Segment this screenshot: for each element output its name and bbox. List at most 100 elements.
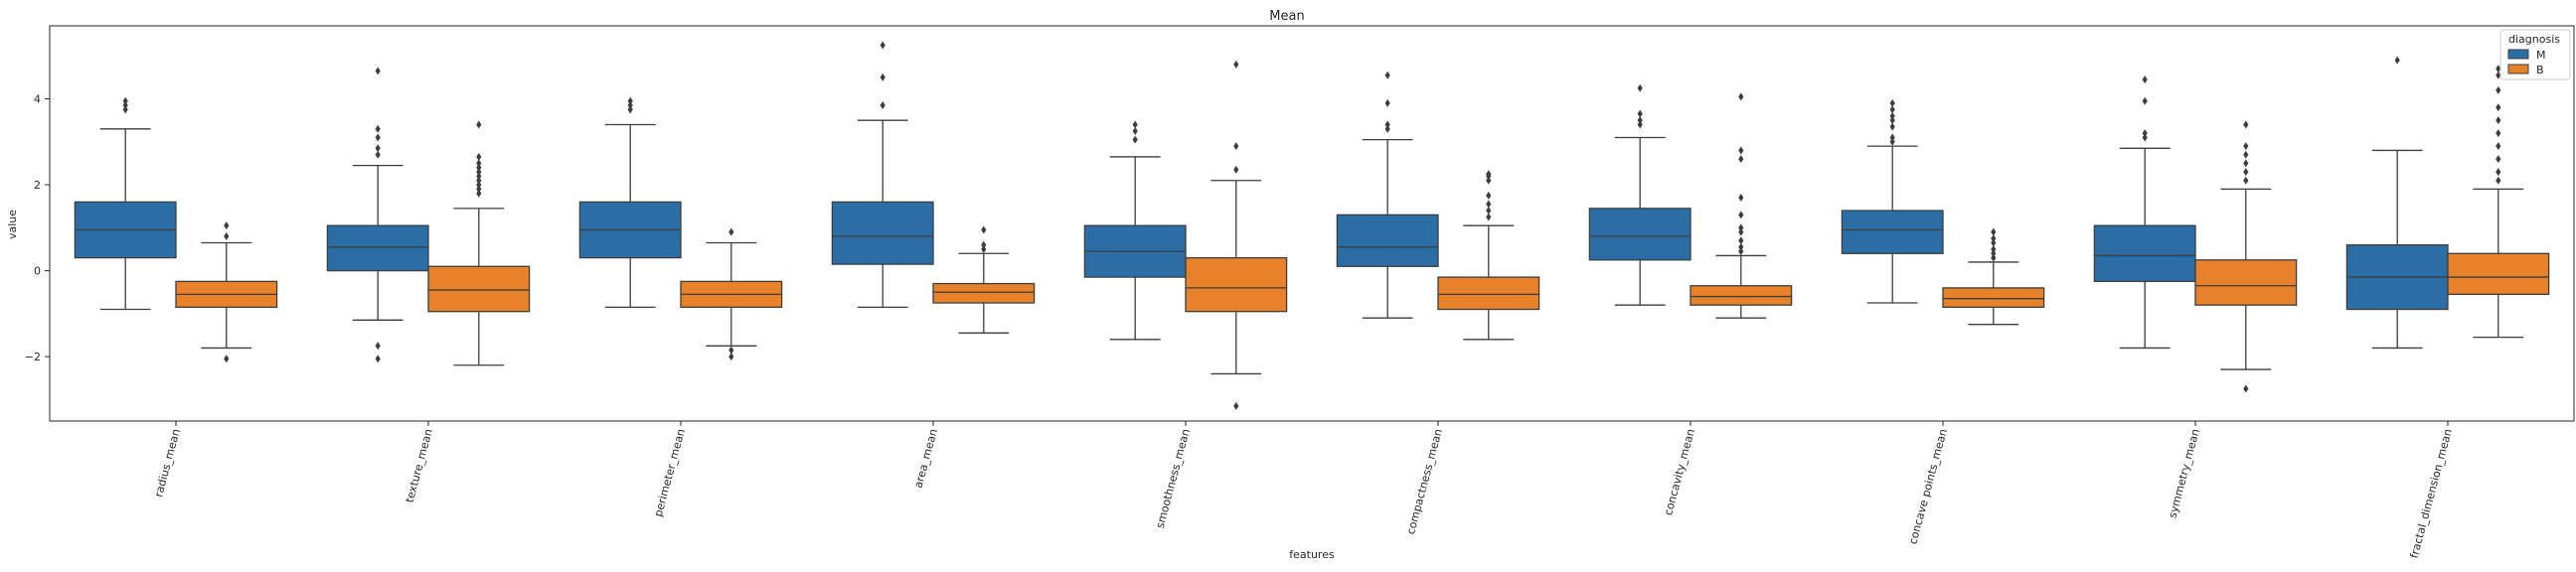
legend-title: diagnosis [2508, 33, 2560, 46]
y-tick-label: 0 [34, 265, 41, 278]
outlier-point [627, 96, 633, 105]
axes-frame [49, 25, 2575, 422]
y-tick-label: 2 [34, 179, 41, 192]
outlier-point [2496, 116, 2501, 125]
outlier-point [880, 101, 886, 110]
outlier-point [476, 120, 482, 129]
outlier-point [1233, 401, 1239, 410]
box-M-area_mean [831, 41, 934, 309]
outlier-point [981, 240, 987, 249]
outlier-point [476, 176, 482, 185]
outlier-point [224, 355, 230, 363]
outlier-point [1889, 111, 1895, 120]
outlier-point [1991, 249, 1997, 258]
x-axis-label: features [1289, 548, 1335, 561]
outlier-point [476, 172, 482, 181]
legend-label-M: M [2536, 49, 2546, 62]
plot-area [74, 41, 2550, 410]
box-body [932, 282, 1036, 304]
outlier-point [2243, 142, 2249, 151]
outlier-point [2142, 133, 2148, 142]
outlier-point [1738, 227, 1744, 236]
outlier-point [728, 353, 734, 361]
box-B-area_mean [932, 225, 1036, 334]
box-body [1841, 210, 1944, 254]
outlier-point [1384, 120, 1390, 129]
box-B-texture_mean [427, 120, 531, 366]
box-body [326, 224, 429, 272]
outlier-point [1384, 71, 1390, 79]
outlier-point [1889, 133, 1895, 142]
box-B-compactness_mean [1437, 170, 1540, 341]
box-M-compactness_mean [1336, 71, 1439, 319]
outlier-point [1738, 146, 1744, 155]
legend-label-B: B [2536, 64, 2544, 76]
box-body [2093, 224, 2196, 283]
outlier-point [1233, 165, 1239, 174]
outlier-point [1132, 126, 1138, 135]
y-axis: −2 0 2 4 [25, 93, 50, 363]
outlier-point [1384, 98, 1390, 107]
box-body [1942, 287, 2045, 309]
box-body [427, 265, 531, 313]
outlier-point [2496, 176, 2501, 185]
outlier-point [880, 72, 886, 81]
outlier-point [1738, 247, 1744, 256]
box-B-concave-points_mean [1942, 227, 2045, 326]
outlier-point [2394, 56, 2400, 65]
outlier-point [1889, 105, 1895, 114]
outlier-point [2243, 176, 2249, 185]
legend-swatch-M [2507, 49, 2529, 60]
outlier-point [1637, 109, 1643, 118]
chart-title: Mean [1269, 9, 1304, 24]
outlier-point [728, 227, 734, 236]
outlier-point [476, 152, 482, 161]
outlier-point [981, 225, 987, 234]
box-M-fractal_dimension_mean [2345, 56, 2449, 350]
box-body [1336, 214, 1439, 267]
outlier-point [224, 231, 230, 240]
outlier-point [1486, 191, 1492, 200]
outlier-point [476, 163, 482, 172]
outlier-point [1738, 92, 1744, 101]
outlier-point [627, 105, 633, 114]
outlier-point [880, 41, 886, 50]
outlier-point [375, 150, 381, 159]
outlier-point [728, 346, 734, 355]
box-B-smoothness_mean [1185, 60, 1288, 410]
outlier-point [1738, 242, 1744, 251]
outlier-point [2496, 65, 2501, 73]
outlier-point [1738, 155, 1744, 164]
outlier-point [1991, 253, 1997, 262]
outlier-point [2496, 155, 2501, 164]
box-M-symmetry_mean [2093, 75, 2196, 350]
outlier-point [1486, 200, 1492, 209]
outlier-point [2142, 129, 2148, 138]
box-body [1185, 256, 1288, 313]
outlier-point [375, 342, 381, 351]
box-body [831, 201, 934, 265]
outlier-point [1889, 116, 1895, 125]
outlier-point [1233, 60, 1239, 69]
box-B-radius_mean [175, 221, 278, 363]
box-B-fractal_dimension_mean [2447, 65, 2550, 339]
y-tick-label: −2 [25, 351, 41, 363]
outlier-point [2243, 150, 2249, 159]
outlier-point [476, 181, 482, 190]
outlier-point [2496, 103, 2501, 112]
outlier-point [2243, 120, 2249, 129]
outlier-point [375, 67, 381, 75]
box-body [1588, 208, 1691, 261]
outlier-point [1384, 124, 1390, 133]
outlier-point [1991, 238, 1997, 247]
legend: diagnosis MB [2499, 29, 2571, 80]
outlier-point [1486, 176, 1492, 185]
outlier-point [627, 101, 633, 110]
outlier-point [1889, 98, 1895, 107]
outlier-point [2243, 384, 2249, 393]
outlier-point [476, 168, 482, 177]
outlier-point [1486, 213, 1492, 221]
outlier-point [1889, 137, 1895, 146]
outlier-point [981, 244, 987, 253]
